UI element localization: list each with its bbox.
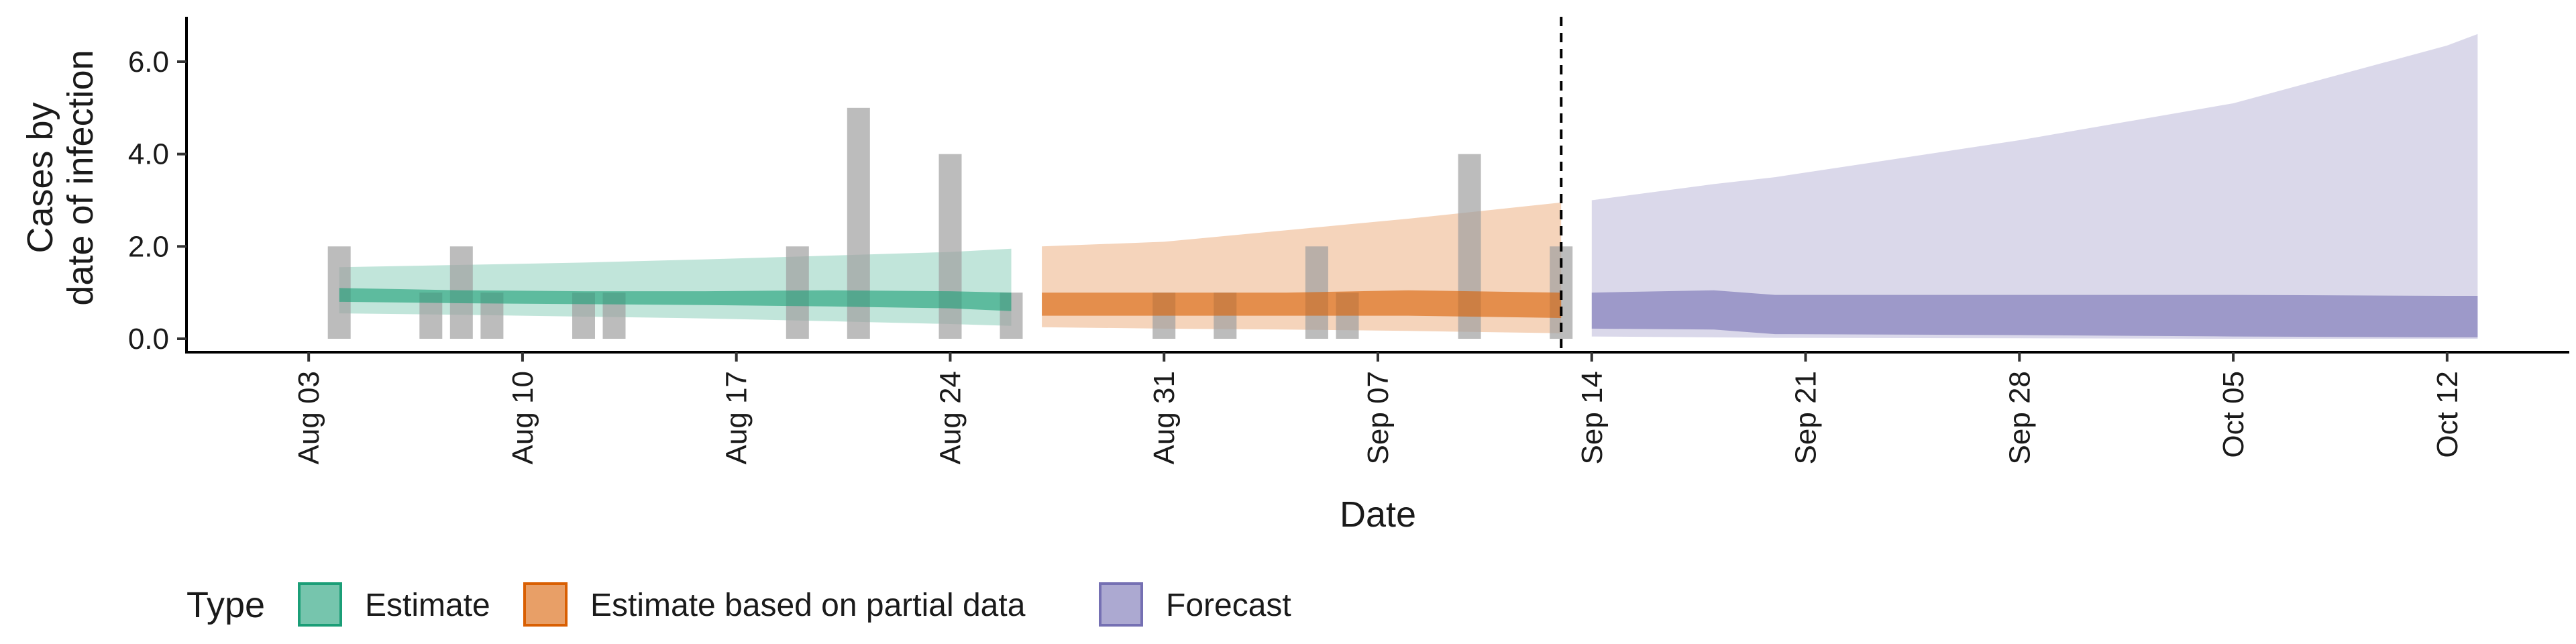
x-tick-label-6: Sep 14 [1576,371,1609,464]
ribbon-inner-0 [339,288,1012,311]
x-tick-label-3: Aug 24 [934,371,967,464]
y-tick-label-3: 6.0 [128,46,169,78]
legend-key-1 [523,582,568,627]
x-tick-label-4: Aug 31 [1148,371,1181,464]
axes: 0.0 2.0 4.0 6.0 Aug 03 Aug 10 Aug 17 Aug 24 Aug … [20,17,2569,535]
x-tick-label-2: Aug 17 [720,371,753,464]
legend-label-1: Estimate based on partial data [590,588,1026,623]
y-tick-label-2: 4.0 [128,138,169,171]
legend-label-0: Estimate [365,588,490,623]
x-tick-label-8: Sep 28 [2003,371,2036,464]
y-axis-title-line-1: date of infection [60,50,101,305]
x-tick-label-0: Aug 03 [292,371,325,464]
legend: Type Estimate Estimate based on partial da… [186,582,1291,627]
plot-area [327,17,2478,352]
y-tick-label-0: 0.0 [128,323,169,356]
legend-key-2 [1099,582,1143,627]
case-bar-8 [938,154,962,339]
x-tick-label-5: Sep 07 [1362,371,1395,464]
legend-label-2: Forecast [1166,588,1291,623]
legend-title: Type [186,585,265,625]
x-tick-label-7: Sep 21 [1790,371,1823,464]
x-tick-label-9: Oct 05 [2217,371,2250,458]
ribbon-outer-2 [1591,34,2478,339]
legend-key-0 [298,582,342,627]
x-axis-title: Date [1340,494,1416,535]
ribbon-inner-2 [1591,290,2478,337]
y-tick-label-1: 2.0 [128,230,169,263]
ribbon-inner-1 [1042,290,1562,318]
x-tick-label-10: Oct 12 [2431,371,2464,458]
y-axis-title-line-0: Cases by [20,102,60,253]
x-tick-label-1: Aug 10 [506,371,539,464]
